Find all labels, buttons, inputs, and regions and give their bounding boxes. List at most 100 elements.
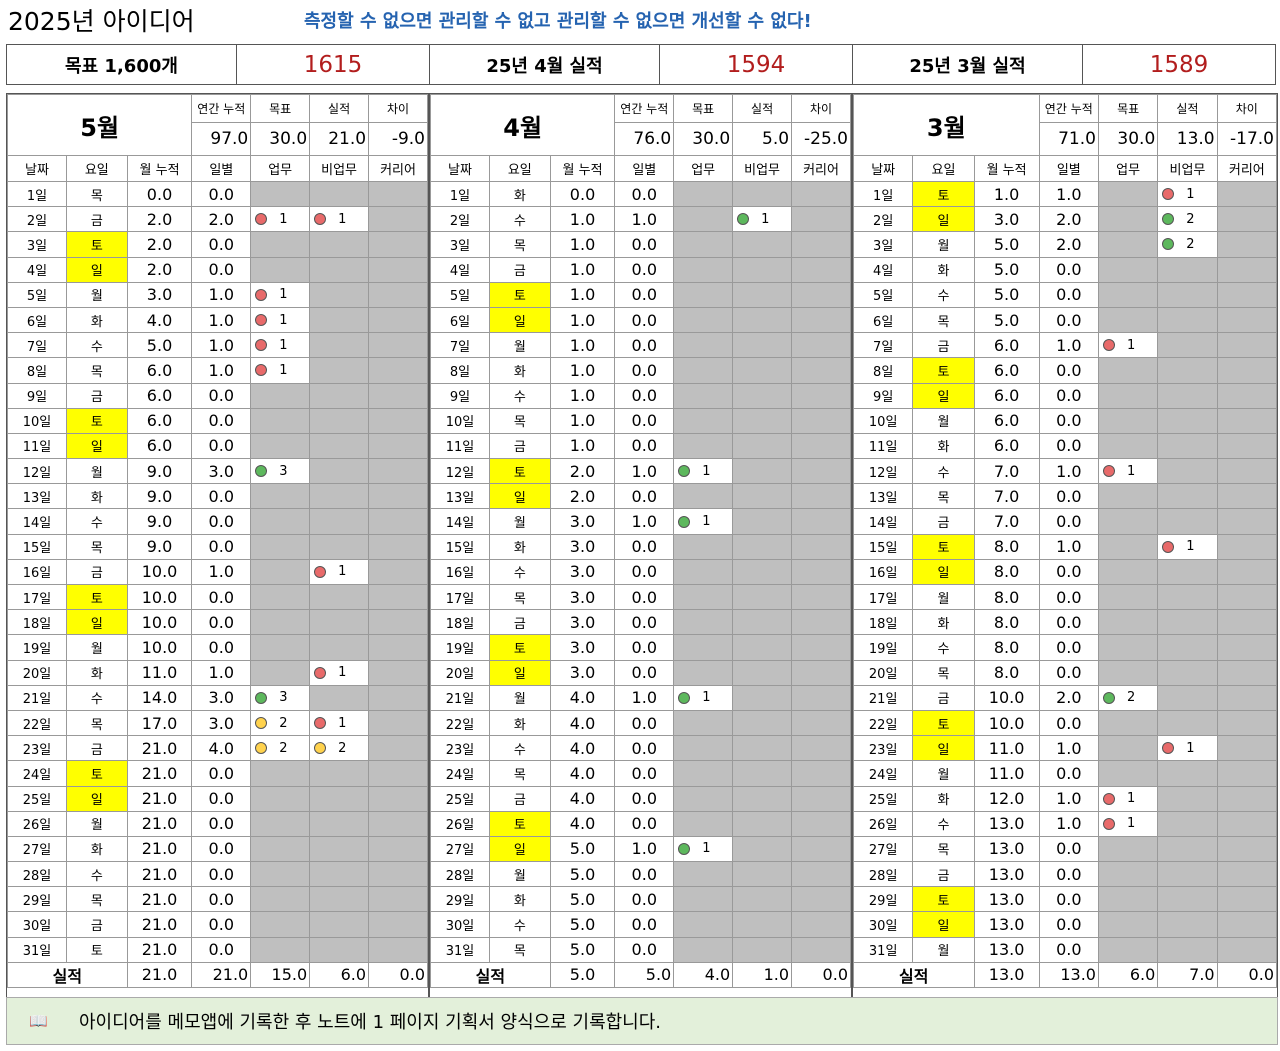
daily-cell: 0.0 <box>1038 886 1099 913</box>
career-cell <box>368 332 428 359</box>
career-cell <box>791 231 851 258</box>
dow-header: 요일 <box>65 155 128 182</box>
table-row: 15일 목 9.0 0.0 <box>7 533 428 560</box>
actual-value: 21.0 <box>309 122 370 156</box>
annual-total-value: 71.0 <box>1038 122 1099 156</box>
nonwork-cell-empty <box>1157 357 1218 384</box>
date-cell: 16일 <box>853 558 914 586</box>
dow-cell: 금 <box>65 558 128 586</box>
dow-cell: 토 <box>488 281 551 308</box>
dow-cell: 목 <box>488 231 551 258</box>
target-value: 30.0 <box>250 122 311 156</box>
date-cell: 13일 <box>430 483 490 510</box>
nonwork-cell-empty <box>732 256 793 283</box>
daily-cell: 0.0 <box>614 533 675 560</box>
daily-header: 일별 <box>614 155 675 182</box>
work-cell-empty <box>1097 306 1159 334</box>
nonwork-cell-empty <box>1157 886 1218 913</box>
daily-cell: 0.0 <box>191 231 252 258</box>
month-name: 4월 <box>430 94 616 156</box>
work-cell: 1 <box>1097 332 1159 359</box>
daily-cell: 0.0 <box>191 936 252 963</box>
table-row: 5일 수 5.0 0.0 <box>853 281 1277 308</box>
nonwork-cell-count: 1 <box>761 211 770 227</box>
nonwork-cell-empty <box>309 180 370 208</box>
daily-cell: 0.0 <box>614 861 675 888</box>
daily-cell: 0.0 <box>191 508 252 535</box>
goal-label: 목표 1,600개 <box>7 45 237 84</box>
date-cell: 9일 <box>7 382 67 409</box>
daily-cell: 0.0 <box>1038 583 1099 611</box>
nonwork-cell-empty <box>1157 256 1218 283</box>
career-cell <box>368 206 428 233</box>
table-row: 28일 월 5.0 0.0 <box>430 861 851 888</box>
nonwork-cell-empty <box>732 558 793 586</box>
total-career: 0.0 <box>791 961 851 988</box>
dow-cell: 금 <box>488 432 551 460</box>
total-career: 0.0 <box>368 961 428 988</box>
career-cell <box>368 886 428 913</box>
diff-header: 차이 <box>791 94 851 123</box>
date-cell: 17일 <box>853 583 914 611</box>
dow-cell: 수 <box>488 206 551 233</box>
month-total-cell: 6.0 <box>126 432 193 460</box>
career-cell <box>1216 407 1277 434</box>
work-cell: 2 <box>250 709 311 737</box>
dow-cell: 목 <box>488 407 551 434</box>
career-cell <box>368 709 428 737</box>
career-cell <box>791 785 851 812</box>
career-cell <box>791 483 851 510</box>
nonwork-cell-empty <box>1157 558 1218 586</box>
total-row: 실적 13.0 13.0 6.0 7.0 0.0 <box>853 961 1277 988</box>
table-row: 8일 화 1.0 0.0 <box>430 357 851 384</box>
table-row: 18일 일 10.0 0.0 <box>7 609 428 636</box>
nonwork-header: 비업무 <box>1157 155 1218 182</box>
date-cell: 12일 <box>853 458 914 485</box>
month-total-cell: 1.0 <box>549 206 616 233</box>
date-cell: 26일 <box>853 810 914 837</box>
career-cell <box>791 634 851 661</box>
date-cell: 28일 <box>853 861 914 888</box>
dow-cell: 일 <box>912 558 975 586</box>
nonwork-cell-empty <box>732 634 793 661</box>
work-cell: 1 <box>250 357 311 384</box>
career-cell <box>791 407 851 434</box>
date-cell: 19일 <box>853 634 914 661</box>
work-cell-empty <box>1097 609 1159 636</box>
work-cell-empty <box>1097 483 1159 510</box>
date-cell: 8일 <box>430 357 490 384</box>
work-cell: 1 <box>673 684 734 711</box>
nonwork-cell-empty <box>1157 634 1218 661</box>
red-dot-icon <box>1162 188 1175 201</box>
career-cell <box>368 760 428 787</box>
table-row: 12일 토 2.0 1.0 1 <box>430 458 851 485</box>
career-cell <box>1216 684 1277 711</box>
daily-cell: 0.0 <box>614 180 675 208</box>
month-total-cell: 21.0 <box>126 835 193 863</box>
daily-cell: 2.0 <box>1038 206 1099 233</box>
month-total-cell: 0.0 <box>126 180 193 208</box>
work-cell: 1 <box>250 206 311 233</box>
career-cell <box>1216 760 1277 787</box>
daily-cell: 0.0 <box>1038 558 1099 586</box>
table-row: 9일 금 6.0 0.0 <box>7 382 428 409</box>
daily-cell: 0.0 <box>1038 709 1099 737</box>
dow-cell: 수 <box>488 735 551 762</box>
dow-cell: 토 <box>912 180 975 208</box>
date-cell: 31일 <box>430 936 490 963</box>
nonwork-cell-empty <box>732 583 793 611</box>
dow-cell: 수 <box>912 458 975 485</box>
green-dot-icon <box>1162 213 1175 226</box>
work-cell-empty <box>250 659 311 686</box>
yellow-dot-icon <box>255 742 268 755</box>
career-cell <box>1216 180 1277 208</box>
date-cell: 13일 <box>853 483 914 510</box>
dow-cell: 화 <box>65 835 128 863</box>
table-row: 22일 토 10.0 0.0 <box>853 709 1277 737</box>
date-cell: 15일 <box>7 533 67 560</box>
career-cell <box>791 206 851 233</box>
work-cell-empty <box>673 609 734 636</box>
dow-cell: 화 <box>912 785 975 812</box>
table-row: 20일 목 8.0 0.0 <box>853 659 1277 686</box>
dow-cell: 월 <box>488 861 551 888</box>
